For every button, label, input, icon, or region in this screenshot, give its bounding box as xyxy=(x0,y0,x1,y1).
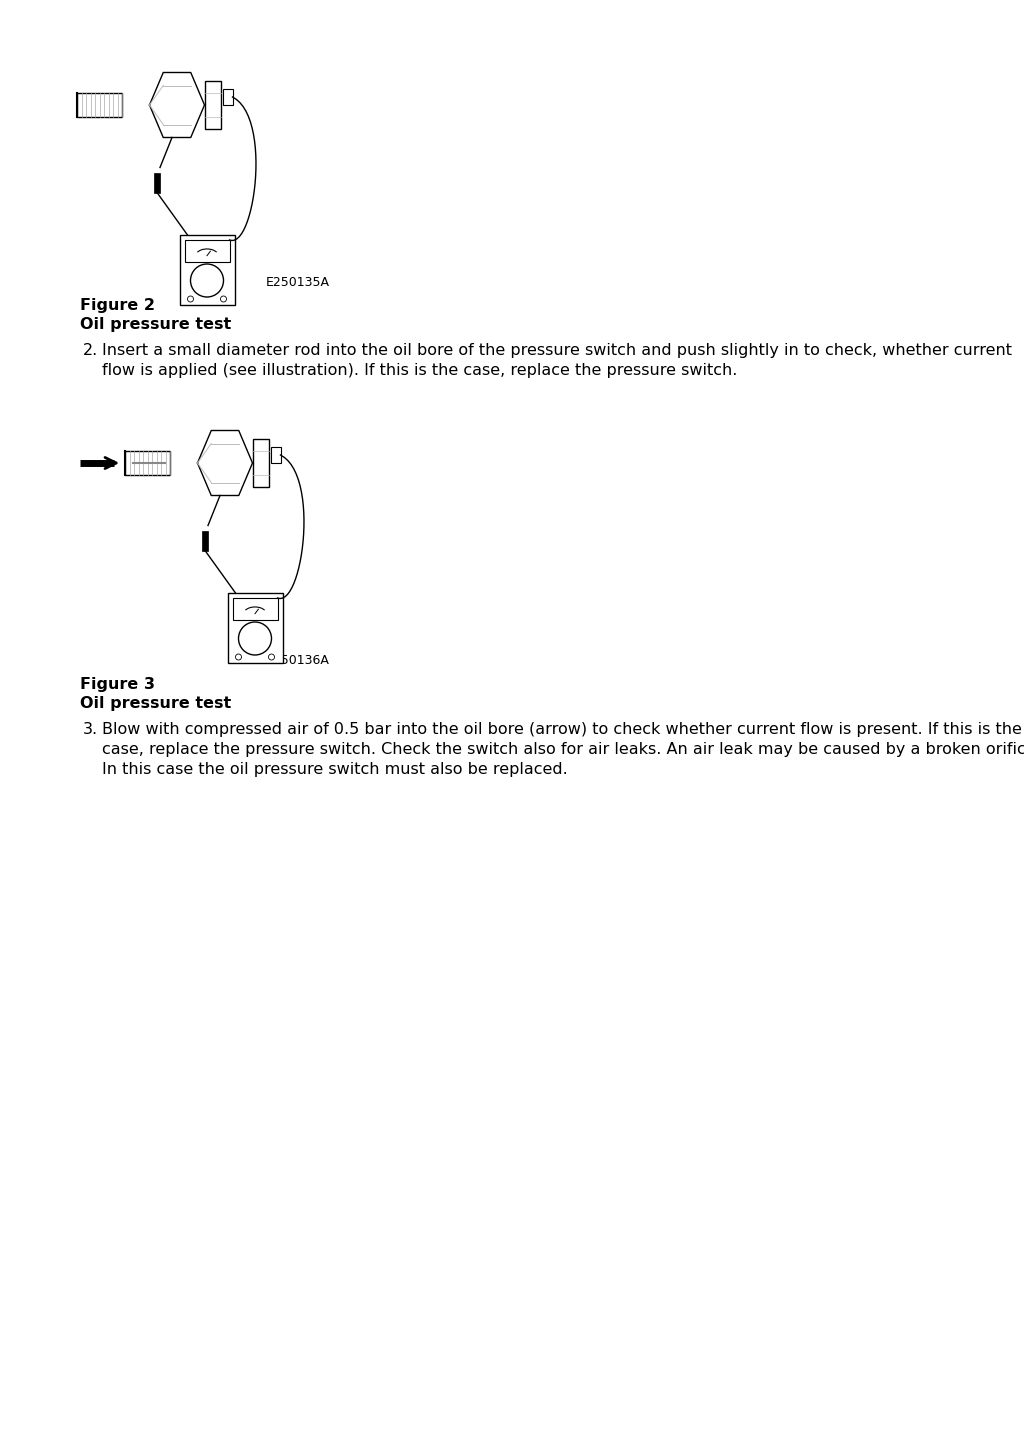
Text: Figure 2: Figure 2 xyxy=(80,298,155,313)
Bar xyxy=(184,241,229,262)
Bar xyxy=(205,81,220,129)
Bar xyxy=(202,530,208,551)
Bar xyxy=(253,439,268,487)
Bar xyxy=(154,172,160,193)
Bar xyxy=(270,446,281,464)
Bar xyxy=(222,88,232,104)
Text: Insert a small diameter rod into the oil bore of the pressure switch and push sl: Insert a small diameter rod into the oil… xyxy=(102,343,1012,378)
Text: Figure 3: Figure 3 xyxy=(80,677,155,693)
Bar xyxy=(179,235,234,304)
Text: E250136A: E250136A xyxy=(266,653,330,667)
Polygon shape xyxy=(150,72,205,138)
Text: 2.: 2. xyxy=(83,343,98,358)
Bar xyxy=(232,598,278,620)
Bar xyxy=(125,451,170,475)
Polygon shape xyxy=(198,430,253,496)
Bar xyxy=(227,593,283,664)
Bar xyxy=(77,93,122,117)
Text: Oil pressure test: Oil pressure test xyxy=(80,317,231,332)
Text: Oil pressure test: Oil pressure test xyxy=(80,696,231,711)
Text: 3.: 3. xyxy=(83,722,98,738)
Text: E250135A: E250135A xyxy=(266,275,330,288)
Text: Blow with compressed air of 0.5 bar into the oil bore (arrow) to check whether c: Blow with compressed air of 0.5 bar into… xyxy=(102,722,1024,777)
